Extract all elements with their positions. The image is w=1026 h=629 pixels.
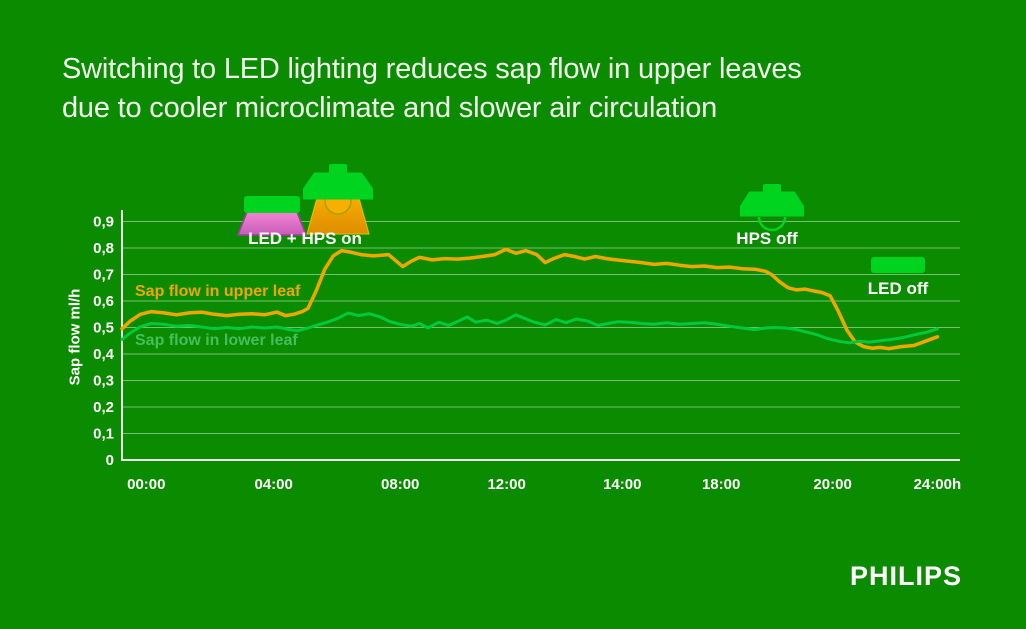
series-line-lower-leaf xyxy=(120,311,939,345)
chart-title-line1: Switching to LED lighting reduces sap fl… xyxy=(62,53,802,85)
y-tick-label: 0,5 xyxy=(93,320,114,337)
annotation-led-hps-on: LED + HPS on xyxy=(248,229,362,248)
x-tick-label: 04:00 xyxy=(254,476,292,493)
y-tick-label: 0,7 xyxy=(93,267,114,284)
y-tick-label: 0,3 xyxy=(93,373,114,390)
y-tick-label: 0,8 xyxy=(93,240,114,257)
y-tick-label: 0,6 xyxy=(93,293,114,310)
led-lamp-off-icon xyxy=(871,257,925,273)
led-lamp-on-icon xyxy=(236,196,308,236)
y-tick-label: 0 xyxy=(106,452,114,469)
x-tick-label: 08:00 xyxy=(381,476,419,493)
y-axis-title: Sap flow ml/h xyxy=(66,288,84,386)
annotation-led-off: LED off xyxy=(867,279,929,298)
y-tick-label: 0,2 xyxy=(93,399,114,416)
x-tick-label: 12:00 xyxy=(487,476,525,493)
hps-lamp-on-icon xyxy=(303,164,373,235)
chart-title-line2: due to cooler microclimate and slower ai… xyxy=(62,92,718,124)
y-tick-label: 0,1 xyxy=(93,426,114,443)
chart-title: Switching to LED lighting reduces sap fl… xyxy=(62,50,992,128)
x-tick-label: 20:00 xyxy=(813,476,851,493)
x-tick-label: 14:00 xyxy=(603,476,641,493)
philips-logo: PHILIPS xyxy=(849,561,962,591)
series-line-upper-leaf xyxy=(120,247,940,351)
upper-leaf-series-label: Sap flow in upper leaf xyxy=(135,283,301,300)
y-tick-label: 0,9 xyxy=(93,214,114,231)
x-tick-label: 18:00 xyxy=(702,476,740,493)
hps-lamp-off-icon xyxy=(740,184,804,232)
annotation-hps-off: HPS off xyxy=(736,229,798,248)
x-tick-label: 00:00 xyxy=(127,476,165,493)
lower-leaf-series-label: Sap flow in lower leaf xyxy=(135,332,298,349)
x-tick-label: 24:00h xyxy=(914,476,962,493)
y-tick-label: 0,4 xyxy=(93,346,115,363)
